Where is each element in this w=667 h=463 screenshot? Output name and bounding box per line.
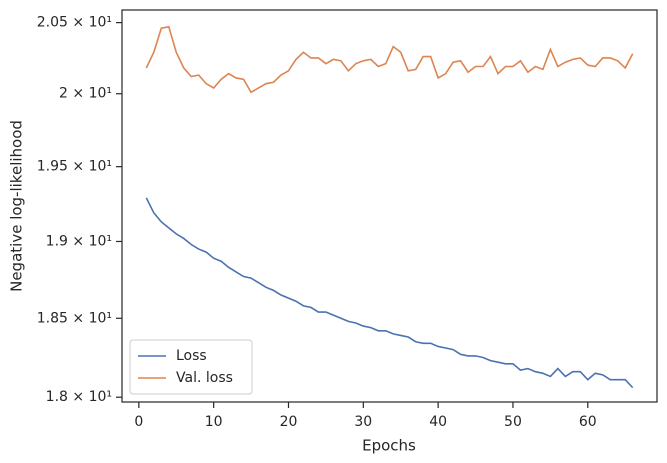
x-tick-label: 30 <box>354 414 372 430</box>
x-tick-label: 60 <box>579 414 597 430</box>
x-axis-label: Epochs <box>362 437 416 455</box>
x-tick-label: 20 <box>280 414 298 430</box>
y-tick-label: 1.95 × 10¹ <box>37 159 112 175</box>
legend-box <box>129 339 253 395</box>
series-line <box>145 25 634 94</box>
y-tick-label: 1.8 × 10¹ <box>46 389 112 405</box>
x-tick-label: 0 <box>134 414 143 430</box>
legend-label: Loss <box>176 348 207 364</box>
y-tick-label: 2.05 × 10¹ <box>37 15 112 31</box>
y-axis-label: Negative log-likelihood <box>8 120 26 292</box>
plot-frame <box>121 9 658 403</box>
y-tick-label: 2 × 10¹ <box>59 86 112 102</box>
x-tick-label: 50 <box>504 414 522 430</box>
y-tick-label: 1.9 × 10¹ <box>46 233 112 249</box>
y-tick-label: 1.85 × 10¹ <box>37 310 112 326</box>
x-tick-label: 40 <box>429 414 447 430</box>
x-tick-label: 10 <box>205 414 223 430</box>
legend-label: Val. loss <box>176 370 233 386</box>
series-line <box>145 197 634 389</box>
